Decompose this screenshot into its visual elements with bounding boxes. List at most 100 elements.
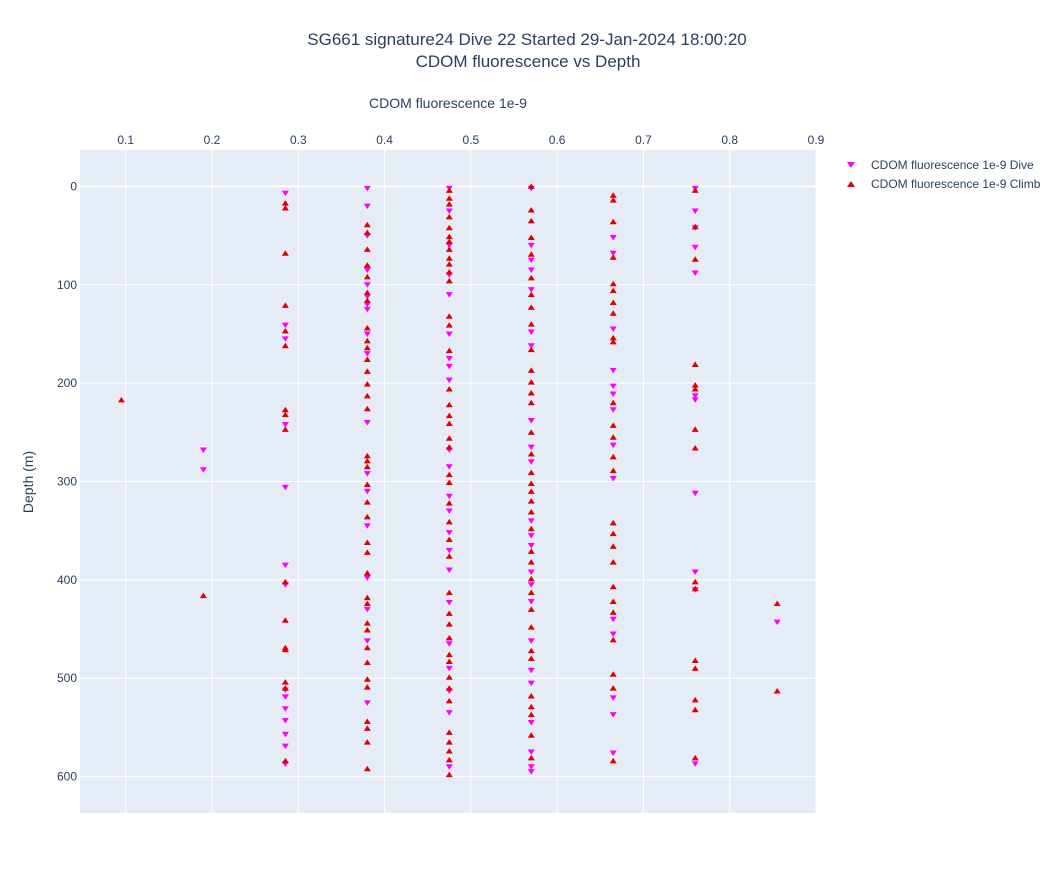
climb-point — [363, 499, 371, 505]
y-tick-label: 400 — [57, 573, 77, 587]
climb-point — [445, 313, 453, 319]
dive-point — [281, 743, 289, 750]
dive-point — [527, 418, 535, 424]
climb-point — [281, 205, 289, 211]
dive-point — [527, 329, 535, 335]
climb-point — [609, 685, 617, 691]
climb-point — [363, 392, 371, 399]
climb-point — [363, 273, 371, 280]
dive-point — [445, 710, 453, 716]
climb-point — [445, 739, 453, 745]
climb-point — [691, 361, 699, 367]
climb-point — [445, 771, 453, 778]
dive-point — [281, 562, 289, 569]
climb-point — [691, 754, 699, 761]
climb-point — [363, 368, 371, 374]
y-tick-label: 0 — [70, 179, 77, 193]
dive-point — [281, 322, 289, 329]
dive-point — [363, 575, 371, 581]
climb-point — [281, 757, 289, 764]
dive-point — [773, 619, 781, 626]
dive-point — [609, 476, 617, 482]
legend[interactable]: CDOM fluorescence 1e-9 Dive CDOM fluores… — [847, 158, 1041, 191]
climb-point — [609, 671, 617, 677]
climb-point — [363, 481, 371, 487]
climb-point — [363, 620, 371, 626]
climb-point — [527, 548, 535, 554]
climb-point — [773, 600, 781, 606]
climb-point — [527, 711, 535, 718]
climb-point — [691, 187, 699, 193]
dive-point — [281, 718, 289, 724]
climb-point — [527, 251, 535, 257]
climb-point — [527, 217, 535, 224]
dive-point — [363, 185, 371, 192]
climb-point — [281, 685, 289, 691]
dive-point — [199, 447, 207, 454]
dive-point — [527, 769, 535, 775]
dive-point — [609, 750, 617, 756]
climb-point — [527, 234, 535, 241]
dive-point — [527, 667, 535, 674]
dive-point — [363, 700, 371, 706]
x-tick-labels: 0.1 0.2 0.3 0.4 0.5 0.6 0.7 0.8 0.9 — [117, 133, 824, 147]
dive-point — [527, 569, 535, 575]
dive-point — [527, 599, 535, 605]
y-axis-title: Depth (m) — [20, 451, 36, 513]
dive-point — [445, 208, 453, 214]
climb-point — [363, 569, 371, 576]
climb-point — [445, 401, 453, 408]
dive-point — [445, 530, 453, 536]
climb-point — [445, 261, 453, 267]
y-tick-labels: 0 100 200 300 400 500 600 — [57, 179, 77, 783]
dive-point — [691, 761, 699, 767]
chart-title: SG661 signature24 Dive 22 Started 29-Jan… — [307, 30, 746, 49]
climb-point — [691, 386, 699, 392]
dive-point — [445, 464, 453, 470]
climb-point — [527, 291, 535, 298]
dive-point — [363, 488, 371, 495]
climb-point — [363, 718, 371, 725]
climb-point — [445, 634, 453, 641]
climb-point — [527, 589, 535, 596]
climb-point — [527, 274, 535, 281]
dive-point — [281, 190, 289, 197]
climb-point — [527, 606, 535, 612]
climb-point — [445, 553, 453, 559]
climb-series — [117, 183, 781, 778]
dive-point — [445, 493, 453, 500]
climb-point — [281, 578, 289, 585]
dive-point — [363, 282, 371, 288]
climb-point — [363, 356, 371, 363]
climb-point — [445, 195, 453, 201]
dive-point — [527, 749, 535, 756]
climb-point — [445, 518, 453, 525]
dive-point — [199, 467, 207, 473]
climb-point — [609, 530, 617, 537]
climb-point — [527, 321, 535, 327]
dive-point — [527, 720, 535, 726]
dive-point — [363, 203, 371, 210]
dive-point — [691, 270, 699, 276]
climb-point — [527, 647, 535, 654]
legend-item-climb[interactable]: CDOM fluorescence 1e-9 Climb — [847, 177, 1041, 191]
x-tick-label: 0.7 — [635, 133, 652, 147]
climb-point — [527, 304, 535, 310]
dive-point — [281, 421, 289, 428]
dive-point — [609, 367, 617, 374]
dive-point — [527, 459, 535, 465]
climb-point — [527, 624, 535, 630]
climb-point — [363, 725, 371, 731]
dive-point — [445, 599, 453, 606]
climb-point — [281, 342, 289, 349]
climb-point — [363, 344, 371, 351]
climb-point — [609, 453, 617, 460]
dive-point — [281, 706, 289, 712]
legend-item-dive[interactable]: CDOM fluorescence 1e-9 Dive — [847, 158, 1034, 172]
climb-point — [609, 280, 617, 287]
climb-point — [363, 297, 371, 304]
climb-point — [445, 479, 453, 485]
climb-point — [691, 657, 699, 664]
dive-point — [445, 641, 453, 647]
